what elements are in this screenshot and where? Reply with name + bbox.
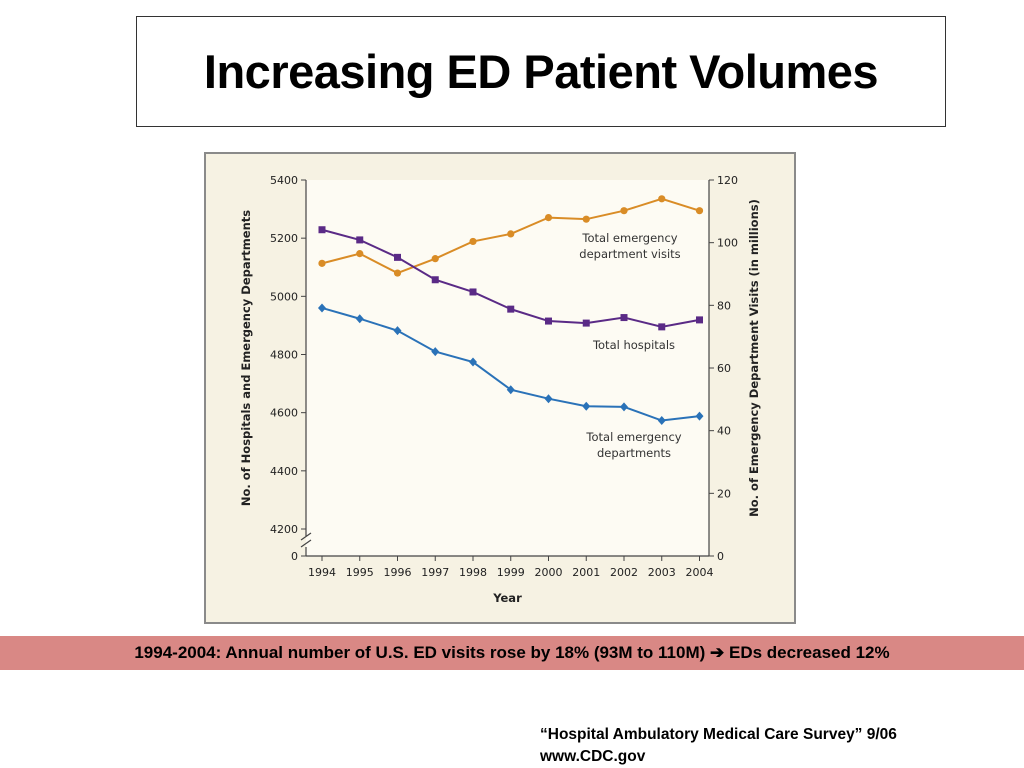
series-label-hospitals: Total hospitals — [592, 338, 675, 352]
data-point-hospitals — [696, 316, 703, 324]
series-label-visits: department visits — [579, 247, 680, 261]
right-tick-label: 60 — [717, 362, 731, 375]
data-point-emergency-departments — [620, 402, 628, 412]
data-point-hospitals — [658, 323, 666, 331]
data-point-visits — [431, 255, 439, 263]
series-label-visits: Total emergency — [581, 231, 677, 245]
source-citation: “Hospital Ambulatory Medical Care Survey… — [540, 724, 897, 768]
x-tick-label: 1995 — [346, 566, 374, 579]
data-point-emergency-departments — [582, 401, 591, 411]
title-box: Increasing ED Patient Volumes — [136, 16, 946, 127]
right-tick-label: 20 — [717, 487, 731, 500]
axis-break-mark — [300, 532, 312, 541]
data-point-visits — [318, 259, 326, 267]
right-tick-label: 100 — [717, 237, 738, 250]
data-point-hospitals — [394, 253, 401, 261]
citation-url: www.CDC.gov — [540, 748, 646, 765]
x-tick-label: 2002 — [610, 566, 638, 579]
slide-title: Increasing ED Patient Volumes — [203, 45, 879, 98]
data-point-visits — [620, 207, 628, 215]
data-point-visits — [469, 237, 477, 246]
citation-line: “Hospital Ambulatory Medical Care Survey… — [540, 726, 897, 743]
data-point-hospitals — [318, 226, 326, 234]
x-tick-label: 1994 — [308, 566, 336, 579]
data-point-emergency-departments — [469, 357, 477, 367]
x-tick-label: 2001 — [572, 566, 600, 579]
x-tick-label: 2000 — [535, 566, 563, 579]
x-tick-label: 1996 — [384, 566, 412, 579]
summary-banner: 1994-2004: Annual number of U.S. ED visi… — [0, 636, 1024, 670]
data-point-emergency-departments — [393, 326, 402, 336]
right-tick-label: 80 — [717, 299, 731, 312]
right-tick-label: 40 — [717, 425, 731, 438]
data-point-visits — [658, 195, 666, 203]
data-point-visits — [356, 250, 364, 258]
x-tick-label: 2004 — [686, 566, 714, 579]
left-tick-label: 5000 — [270, 290, 298, 303]
right-tick-label: 0 — [717, 550, 724, 563]
data-point-hospitals — [469, 288, 477, 296]
data-point-emergency-departments — [431, 347, 440, 357]
data-point-emergency-departments — [318, 303, 326, 313]
plot-area — [306, 180, 709, 556]
data-point-hospitals — [356, 236, 364, 244]
left-axis-title: No. of Hospitals and Emergency Departmen… — [239, 210, 253, 506]
data-point-emergency-departments — [544, 394, 553, 404]
data-point-emergency-departments — [355, 314, 364, 324]
left-tick-label: 4200 — [270, 523, 298, 536]
x-tick-label: 2003 — [648, 566, 676, 579]
left-tick-label: 4800 — [270, 349, 298, 362]
data-point-hospitals — [431, 276, 439, 284]
left-tick-label: 5400 — [270, 174, 298, 187]
data-point-hospitals — [620, 314, 628, 322]
data-point-hospitals — [582, 319, 590, 327]
data-point-visits — [695, 207, 704, 215]
left-tick-label: 0 — [291, 550, 298, 563]
data-point-visits — [544, 214, 553, 222]
x-tick-label: 1998 — [459, 566, 487, 579]
data-point-emergency-departments — [506, 385, 515, 395]
data-point-hospitals — [545, 317, 552, 325]
right-tick-label: 120 — [717, 174, 738, 187]
summary-text: 1994-2004: Annual number of U.S. ED visi… — [134, 643, 890, 662]
x-axis-title: Year — [492, 591, 522, 605]
left-tick-label: 5200 — [270, 232, 298, 245]
series-label-emergency-departments: departments — [597, 446, 671, 460]
data-point-visits — [582, 215, 590, 223]
data-point-hospitals — [507, 305, 515, 313]
line-chart: 5400 5200 5000 4800 4600 4400 4200 0 120 100 80 60 4… — [239, 174, 761, 605]
data-point-emergency-departments — [695, 411, 704, 421]
left-tick-label: 4400 — [270, 465, 298, 478]
left-tick-label: 4600 — [270, 407, 298, 420]
chart-figure: 5400 5200 5000 4800 4600 4400 4200 0 120 100 80 60 4… — [204, 152, 796, 624]
data-point-emergency-departments — [657, 416, 666, 426]
x-tick-label: 1997 — [421, 566, 449, 579]
data-point-visits — [507, 230, 515, 238]
series-label-emergency-departments: Total emergency — [585, 430, 681, 444]
right-axis-title: No. of Emergency Department Visits (in m… — [747, 199, 761, 517]
data-point-visits — [393, 269, 402, 277]
x-tick-label: 1999 — [497, 566, 525, 579]
axis-break-mark — [300, 539, 312, 548]
